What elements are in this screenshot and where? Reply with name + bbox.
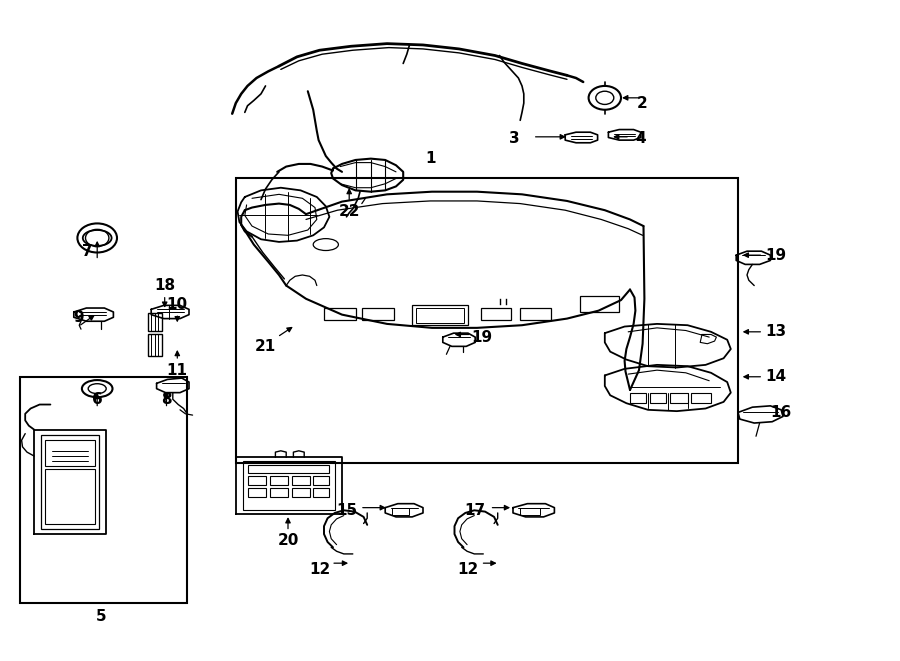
Bar [481, 308, 511, 320]
Bar [148, 334, 162, 356]
Text: 16: 16 [770, 405, 792, 420]
Text: 19: 19 [765, 248, 787, 262]
Text: 10: 10 [166, 297, 188, 311]
Text: 15: 15 [336, 503, 357, 518]
Bar [580, 296, 619, 312]
Text: 5: 5 [95, 609, 106, 623]
Text: 4: 4 [635, 132, 646, 146]
Bar [416, 308, 464, 323]
Bar [691, 393, 711, 403]
Bar [243, 461, 335, 510]
Bar [248, 476, 266, 485]
Text: 20: 20 [277, 533, 299, 548]
Bar [148, 313, 162, 330]
Text: 17: 17 [464, 503, 486, 518]
Bar [313, 476, 329, 485]
Bar [630, 393, 646, 403]
Bar [313, 488, 329, 497]
Text: 14: 14 [765, 369, 787, 384]
Text: 9: 9 [73, 310, 84, 325]
Text: 18: 18 [154, 278, 176, 293]
Text: 2: 2 [637, 97, 648, 111]
Text: 21: 21 [255, 339, 276, 354]
Text: 1: 1 [425, 151, 436, 166]
Text: 7: 7 [82, 244, 93, 258]
Text: 12: 12 [309, 563, 330, 577]
Bar [20, 377, 187, 603]
Bar [270, 476, 288, 485]
Bar [292, 488, 310, 497]
Bar [362, 308, 394, 320]
Bar [412, 305, 468, 325]
Bar [292, 476, 310, 485]
Text: 6: 6 [92, 392, 103, 407]
Bar [520, 308, 551, 320]
Bar [45, 469, 95, 524]
Bar [392, 508, 409, 515]
Bar [41, 435, 99, 529]
Bar [650, 393, 666, 403]
Bar [236, 178, 738, 463]
Bar [520, 508, 540, 515]
Text: 8: 8 [161, 392, 172, 407]
Text: 22: 22 [338, 204, 360, 219]
Bar [324, 308, 356, 320]
Text: 13: 13 [765, 325, 787, 339]
Bar [270, 488, 288, 497]
Bar [248, 488, 266, 497]
Bar [248, 465, 329, 473]
Text: 3: 3 [509, 132, 520, 146]
Bar [670, 393, 688, 403]
Text: 19: 19 [471, 330, 492, 344]
Bar [45, 440, 95, 466]
Text: 12: 12 [457, 563, 479, 577]
Text: 11: 11 [166, 363, 188, 377]
